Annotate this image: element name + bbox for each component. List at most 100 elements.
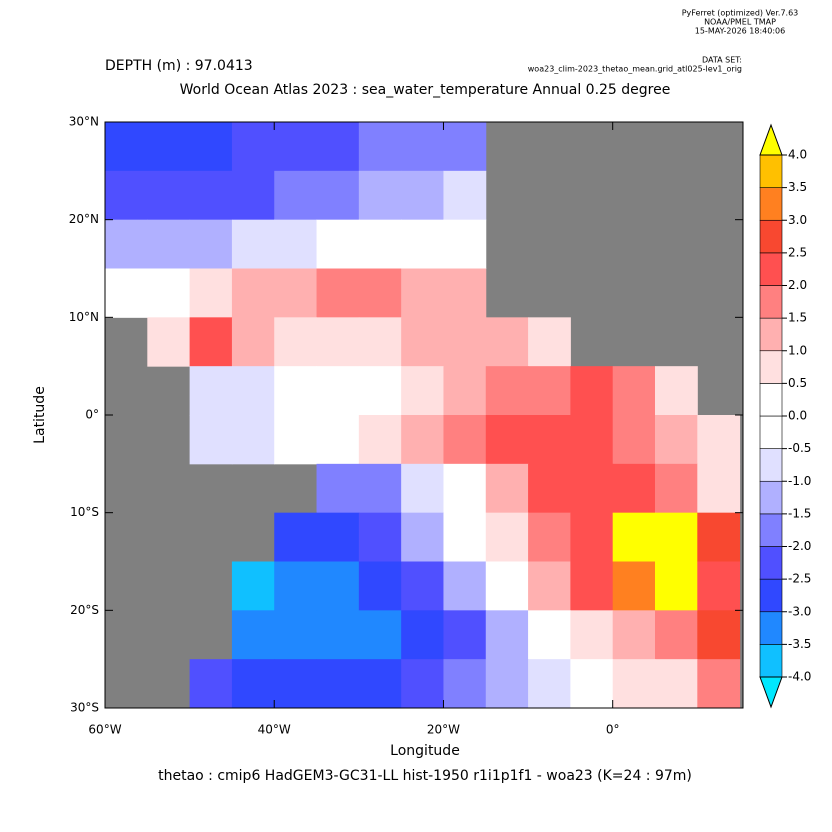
field-cell (612, 512, 656, 562)
field-cell (274, 317, 318, 367)
field-cell (316, 268, 360, 318)
field-cell (612, 659, 656, 709)
y-axis-label: Latitude (32, 386, 48, 444)
field-cell (147, 268, 191, 318)
field-cell (105, 219, 148, 269)
colorbar-label: -2.0 (788, 539, 811, 553)
field-cell (147, 317, 191, 367)
field-cell (231, 659, 275, 709)
field-cell (189, 170, 233, 221)
field-cell (316, 561, 360, 611)
field-cell (697, 463, 741, 514)
field-cell (358, 659, 402, 709)
x-tick-label: 60°W (88, 723, 121, 737)
field-cell (274, 268, 318, 318)
field-cell (189, 122, 233, 172)
colorbar-over (759, 123, 783, 156)
field-cell (485, 415, 529, 465)
field-cell (655, 415, 698, 465)
field-cell (401, 463, 444, 514)
colorbar-band (759, 154, 783, 188)
field-cell (274, 122, 318, 172)
colorbar-band (759, 644, 783, 678)
field-cell (189, 268, 233, 318)
x-axis-label: Longitude (390, 743, 460, 759)
field-cell (401, 122, 444, 172)
field-cell (443, 317, 487, 367)
field-cell (105, 268, 148, 318)
field-cell (528, 512, 571, 562)
field-cell (189, 219, 233, 269)
y-tick-label: 30°N (69, 115, 99, 129)
x-tick-label: 0° (606, 723, 620, 737)
field-cell (358, 219, 402, 269)
field-cell (655, 512, 698, 562)
field-cell (316, 366, 360, 416)
colorbar-band (759, 252, 783, 286)
field-cell (401, 561, 444, 611)
field-cell (485, 610, 529, 660)
colorbar-label: 0.5 (788, 376, 807, 390)
y-tick-label: 20°N (69, 212, 99, 226)
field-cell (274, 219, 318, 269)
field-cell (697, 512, 741, 562)
field-cell (443, 415, 487, 465)
field-cell (231, 415, 275, 465)
field-cell (105, 122, 148, 172)
field-cell (358, 415, 402, 465)
field-cell (485, 366, 529, 416)
field-cell (274, 561, 318, 611)
field-cell (358, 463, 402, 514)
field-cell (316, 219, 360, 269)
field-cell (189, 415, 233, 465)
field-cell (316, 659, 360, 709)
field-cell (401, 219, 444, 269)
colorbar-label: 3.5 (788, 180, 807, 194)
colorbar-label: 1.0 (788, 343, 807, 357)
field-cell (231, 366, 275, 416)
field-cell (570, 366, 614, 416)
colorbar-label: 1.5 (788, 311, 807, 325)
colorbar-label: 2.5 (788, 245, 807, 259)
colorbar-band (759, 513, 783, 547)
field-cell (528, 610, 571, 660)
field-cell (231, 610, 275, 660)
colorbar-band (759, 383, 783, 417)
field-cell (316, 463, 360, 514)
y-tick-label: 30°S (70, 701, 99, 715)
field-cell (570, 512, 614, 562)
field-cell (485, 561, 529, 611)
y-tick-label: 20°S (70, 603, 99, 617)
field-cell (231, 219, 275, 269)
field-cell (655, 463, 698, 514)
field-cell (443, 463, 487, 514)
colorbar-under (759, 676, 783, 709)
field-cell (358, 366, 402, 416)
field-cell (485, 512, 529, 562)
field-cell (316, 170, 360, 221)
colorbar-band (759, 546, 783, 580)
colorbar-label: 2.0 (788, 278, 807, 292)
field-cell (189, 659, 233, 709)
plot-area (104, 121, 744, 709)
field-cell (443, 122, 487, 172)
field-cell (358, 122, 402, 172)
colorbar: -4.0 -3.5 -3.0 -2.5 -2.0 -1.5 -1.0 -0.5 0.0 0.5 1.… (759, 123, 811, 709)
field-cell (443, 219, 487, 269)
field-cell (231, 170, 275, 221)
field-cell (528, 561, 571, 611)
field-cell (485, 463, 529, 514)
field-cell (485, 317, 529, 367)
field-cell (401, 610, 444, 660)
org: NOAA/PMEL TMAP (704, 18, 776, 27)
field-cell (528, 366, 571, 416)
field-cell (443, 268, 487, 318)
field-cell (231, 122, 275, 172)
field-cell (401, 268, 444, 318)
field-cell (401, 366, 444, 416)
field-cell (358, 268, 402, 318)
colorbar-band (759, 448, 783, 482)
colorbar-band (759, 480, 783, 515)
field-cell (316, 610, 360, 660)
